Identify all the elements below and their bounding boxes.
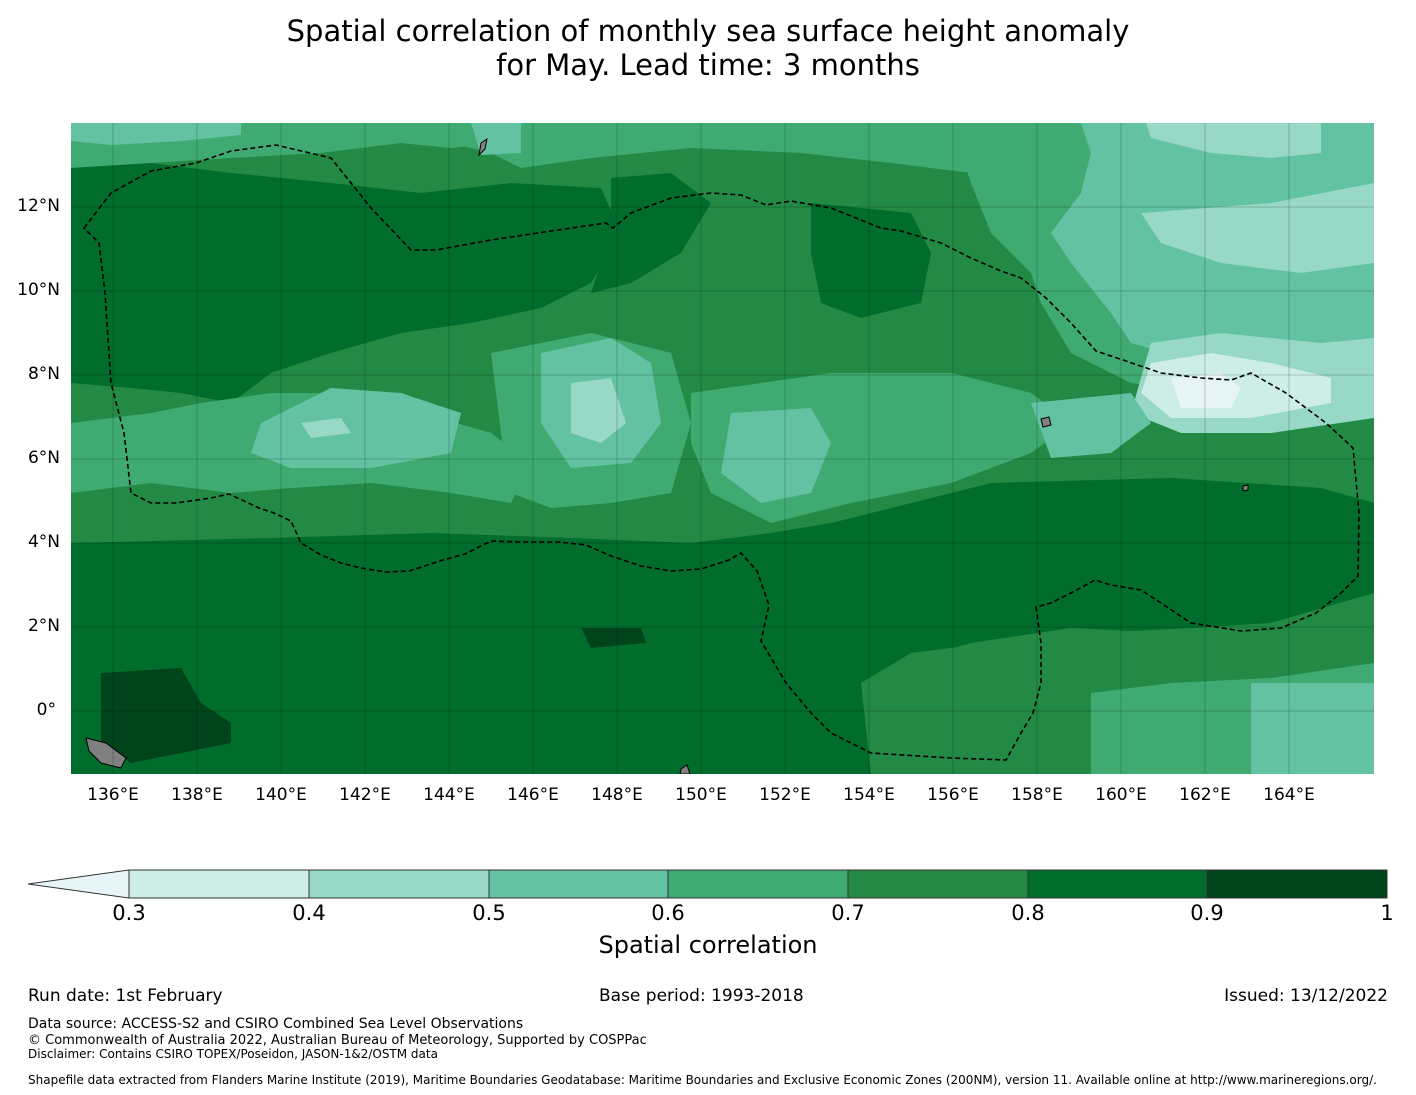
lon-label-160e: 160°E <box>1095 785 1147 805</box>
zone-mid-center-04 <box>571 378 626 443</box>
base-period: Base period: 1993-2018 <box>599 986 804 1006</box>
lon-label-142e: 142°E <box>339 785 391 805</box>
lat-label-0: 0° <box>36 700 56 720</box>
zone-north-mid-08 <box>591 173 711 293</box>
zone-right-04 <box>1141 183 1374 273</box>
zone-south-patch-09 <box>581 628 646 648</box>
colorbar-dividers <box>308 870 1208 898</box>
zone-mid-left-05 <box>251 388 461 468</box>
title-line-2: for May. Lead time: 3 months <box>496 48 920 82</box>
zone-south-east-05 <box>1251 683 1374 774</box>
disclaimer: Disclaimer: Contains CSIRO TOPEX/Poseido… <box>28 1047 438 1061</box>
zone-south-west-09 <box>101 668 231 763</box>
land-papua <box>85 737 127 769</box>
land-pohnpei <box>1040 416 1052 428</box>
shapefile-credit: Shapefile data extracted from Flanders M… <box>28 1073 1377 1087</box>
zone-mid-east-05 <box>721 408 831 503</box>
correlation-map <box>71 123 1374 774</box>
issued-date: Issued: 13/12/2022 <box>1224 986 1388 1006</box>
colorbar-label: Spatial correlation <box>598 931 818 959</box>
lat-label-12n: 12°N <box>17 196 60 216</box>
land-guam <box>478 137 488 157</box>
land-kosrae <box>1242 484 1249 492</box>
lat-label-4n: 4°N <box>27 532 60 552</box>
zone-south-08 <box>71 478 1374 774</box>
lon-label-148e: 148°E <box>591 785 643 805</box>
colorbar-extend-arrow <box>27 869 130 899</box>
lon-label-164e: 164°E <box>1263 785 1315 805</box>
lon-label-156e: 156°E <box>927 785 979 805</box>
data-source: Data source: ACCESS-S2 and CSIRO Combine… <box>28 1016 524 1032</box>
lat-label-2n: 2°N <box>27 616 60 636</box>
chart-title: Spatial correlation of monthly sea surfa… <box>0 14 1416 82</box>
zone-top-left-05 <box>71 123 241 145</box>
lat-label-6n: 6°N <box>27 448 60 468</box>
zone-top-right-04 <box>1146 123 1321 158</box>
lon-label-152e: 152°E <box>759 785 811 805</box>
lon-label-144e: 144°E <box>423 785 475 805</box>
colorbar-tick-0.6: 0.6 <box>651 901 685 925</box>
lon-label-150e: 150°E <box>675 785 727 805</box>
land-south-islet <box>679 764 691 774</box>
zone-top-mid-06 <box>401 123 971 173</box>
zone-north-east-08 <box>811 203 931 318</box>
colorbar-frame <box>128 869 1388 899</box>
zone-north-08 <box>71 163 621 403</box>
colorbar-tick-1: 1 <box>1380 901 1394 925</box>
lon-label-136e: 136°E <box>87 785 139 805</box>
colorbar-bin-0.5 <box>489 870 668 898</box>
colorbar-tick-0.7: 0.7 <box>831 901 865 925</box>
colorbar-bin-0.8 <box>1028 870 1207 898</box>
zone-mid-east-05b <box>1031 393 1151 458</box>
colorbar-bin-0.3 <box>129 870 309 898</box>
colorbar-tick-0.4: 0.4 <box>292 901 326 925</box>
lon-label-138e: 138°E <box>171 785 223 805</box>
graticule <box>71 123 1374 774</box>
lon-label-162e: 162°E <box>1179 785 1231 805</box>
colorbar <box>27 869 1388 899</box>
lat-label-10n: 10°N <box>17 280 60 300</box>
colorbar-bin-0.4 <box>309 870 489 898</box>
colorbar-tick-0.5: 0.5 <box>472 901 506 925</box>
colorbar-tick-0.3: 0.3 <box>112 901 146 925</box>
copyright: © Commonwealth of Australia 2022, Austra… <box>28 1033 647 1048</box>
run-date: Run date: 1st February <box>28 986 223 1006</box>
zone-mid-right-below <box>1171 373 1241 408</box>
lon-label-146e: 146°E <box>507 785 559 805</box>
title-line-1: Spatial correlation of monthly sea surfa… <box>286 14 1130 48</box>
colorbar-bin-0.9 <box>1207 870 1387 898</box>
lon-label-140e: 140°E <box>255 785 307 805</box>
colorbar-bin-0.6 <box>668 870 848 898</box>
colorbar-tick-0.9: 0.9 <box>1190 901 1224 925</box>
lon-label-158e: 158°E <box>1011 785 1063 805</box>
colorbar-tick-0.8: 0.8 <box>1011 901 1045 925</box>
lat-label-8n: 8°N <box>27 364 60 384</box>
colorbar-bin-0.7 <box>848 870 1028 898</box>
eez-boundary <box>82 144 1360 761</box>
zone-mid-left-04 <box>301 418 351 438</box>
lon-label-154e: 154°E <box>843 785 895 805</box>
